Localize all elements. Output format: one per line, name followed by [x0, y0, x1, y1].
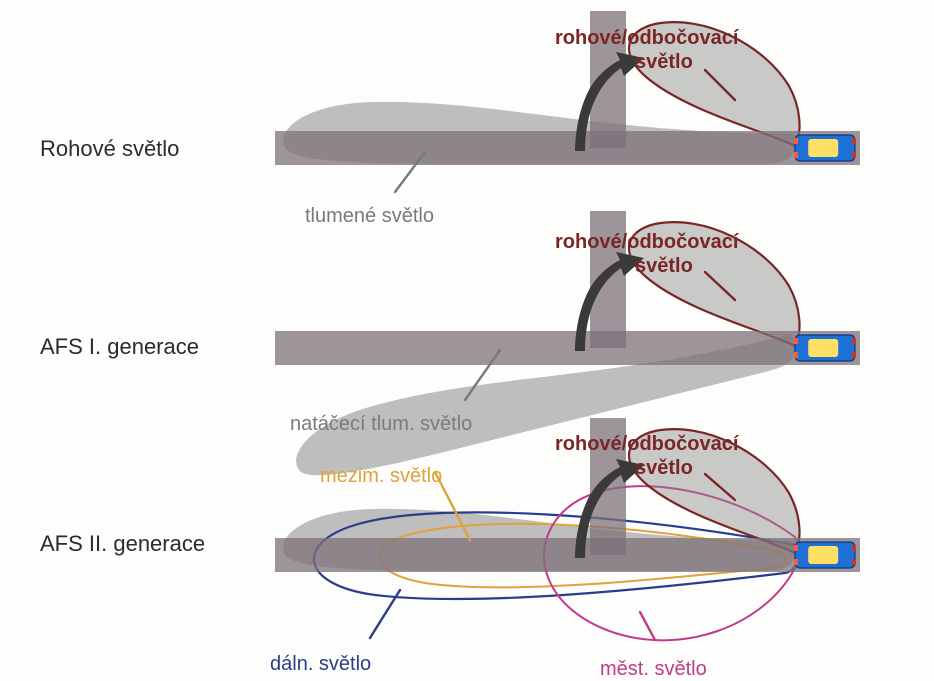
annotation-text: dáln. světlo [270, 653, 371, 675]
road-horizontal [275, 331, 860, 365]
row-label: AFS I. generace [40, 334, 199, 360]
road-horizontal [275, 538, 860, 572]
annotation-text: rohové/odbočovací [555, 433, 740, 455]
annotation-text-line2: světlo [635, 457, 693, 479]
road-horizontal [275, 131, 860, 165]
car-icon [794, 542, 856, 568]
annotation-text: rohové/odbočovací [555, 231, 740, 253]
row-label: AFS II. generace [40, 531, 205, 557]
row-label: Rohové světlo [40, 136, 179, 162]
annotation-text-line2: světlo [635, 255, 693, 277]
annotation-text: rohové/odbočovací [555, 27, 740, 49]
car-icon [794, 335, 856, 361]
annotation-text: měst. světlo [600, 658, 707, 680]
annotation-text-line2: světlo [635, 51, 693, 73]
annotation-text: natáčecí tlum. světlo [290, 413, 472, 435]
annotation-text: mezim. světlo [320, 465, 442, 487]
car-icon [794, 135, 856, 161]
annotation-text: tlumené světlo [305, 205, 434, 227]
